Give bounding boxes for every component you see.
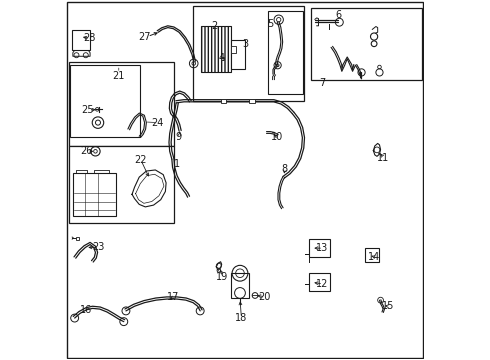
Text: 17: 17 — [167, 292, 179, 302]
Bar — [193, 6, 304, 101]
Text: 20: 20 — [258, 292, 270, 302]
Text: 18: 18 — [235, 313, 247, 323]
Bar — [69, 62, 174, 146]
Text: 3: 3 — [242, 39, 248, 49]
Text: 13: 13 — [316, 243, 328, 253]
Text: 12: 12 — [316, 279, 328, 289]
Bar — [311, 8, 422, 80]
Bar — [309, 273, 330, 291]
Text: 9: 9 — [175, 132, 182, 142]
Bar — [231, 273, 248, 298]
Bar — [269, 12, 303, 94]
Text: 24: 24 — [151, 118, 163, 128]
Text: 10: 10 — [271, 132, 283, 142]
Text: 28: 28 — [83, 33, 95, 43]
Text: 21: 21 — [113, 71, 125, 81]
Bar — [220, 99, 226, 103]
Text: 11: 11 — [377, 153, 389, 163]
Text: 22: 22 — [134, 155, 147, 165]
Text: 6: 6 — [335, 10, 342, 20]
Bar — [231, 40, 245, 69]
Text: 16: 16 — [80, 305, 93, 315]
Text: 8: 8 — [281, 164, 288, 174]
Text: 25: 25 — [82, 105, 94, 115]
Bar — [70, 65, 140, 137]
Bar — [249, 99, 255, 103]
Text: 4: 4 — [219, 53, 225, 63]
Text: 7: 7 — [319, 78, 325, 88]
Bar — [76, 237, 79, 239]
Bar — [220, 57, 224, 60]
Text: 14: 14 — [368, 252, 380, 262]
Bar — [69, 146, 174, 223]
Bar — [231, 46, 236, 53]
Text: 2: 2 — [211, 21, 218, 31]
Bar — [201, 26, 231, 72]
Bar — [365, 248, 379, 262]
Text: 15: 15 — [382, 301, 394, 311]
Text: 27: 27 — [138, 32, 151, 41]
Bar — [309, 239, 330, 257]
Bar — [73, 173, 116, 216]
Text: 23: 23 — [93, 242, 105, 252]
Text: 5: 5 — [267, 19, 273, 29]
Text: 19: 19 — [216, 272, 228, 282]
Text: 26: 26 — [80, 146, 93, 156]
Text: 1: 1 — [174, 159, 180, 169]
Bar — [72, 31, 90, 50]
